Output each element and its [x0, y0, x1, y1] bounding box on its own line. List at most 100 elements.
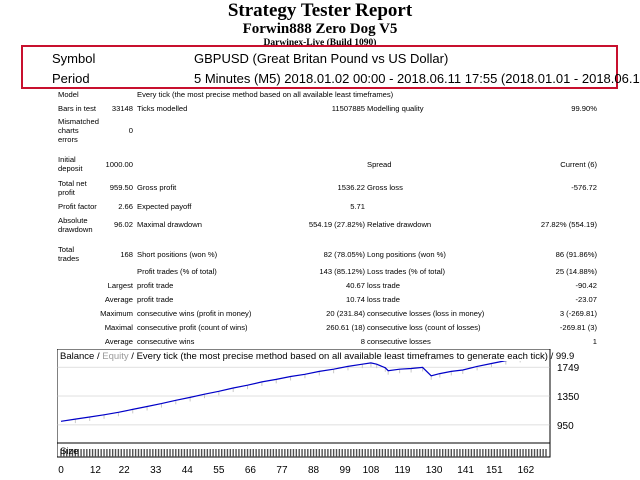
maximal-cons-profit-value: 260.61 (18)	[326, 323, 365, 332]
avg-cons-losses-value: 1	[592, 337, 597, 346]
largest-profit-label: profit trade	[137, 281, 174, 290]
server-name: Darwinex-Live (Build 1090)	[263, 38, 377, 48]
max-cons-losses-value: 3 (-269.81)	[559, 309, 597, 318]
bars-label: Bars in test	[58, 104, 96, 113]
absdd-value: 96.02	[113, 220, 133, 229]
profit-trades-label: Profit trades (% of total)	[137, 267, 217, 276]
payoff-value: 5.71	[350, 202, 365, 211]
quality-label: Modelling quality	[367, 104, 424, 113]
max-cons-wins-value: 20 (231.84)	[326, 309, 365, 318]
average-loss-label: loss trade	[367, 295, 400, 304]
spread-label: Spread	[367, 160, 392, 169]
y-tick-label: 1749	[557, 363, 580, 374]
bars-value: 33148	[111, 104, 133, 113]
grossprofit-label: Gross profit	[137, 183, 177, 192]
mismatch-label-1: Mismatched	[58, 117, 99, 126]
x-tick-label: 22	[119, 465, 131, 474]
profit-trades-value: 143 (85.12%)	[319, 267, 365, 276]
mismatch-label-3: errors	[58, 135, 78, 144]
largest-label: Largest	[107, 281, 133, 290]
deposit-label-1: Initial	[58, 155, 76, 164]
maximal-cons-loss-label: consecutive loss (count of losses)	[367, 323, 481, 332]
x-tick-label: 55	[213, 465, 225, 474]
balance-chart-container: Balance / Equity / Every tick (the most …	[57, 349, 584, 474]
x-tick-label: 99	[340, 465, 352, 474]
pf-value: 2.66	[118, 202, 133, 211]
maximal-cons-profit-label: consecutive profit (count of wins)	[137, 323, 248, 332]
quality-value: 99.90%	[571, 104, 597, 113]
balance-chart: Balance / Equity / Every tick (the most …	[57, 349, 580, 474]
x-tick-label: 130	[426, 465, 443, 474]
size-label: Size	[60, 446, 78, 457]
x-tick-label: 66	[245, 465, 257, 474]
reldd-label: Relative drawdown	[367, 220, 432, 229]
x-tick-label: 33	[150, 465, 162, 474]
netprofit-label-2: profit	[58, 188, 75, 197]
average-label: Average	[104, 295, 133, 304]
model-label: Model	[58, 90, 79, 99]
x-tick-label: 151	[486, 465, 503, 474]
x-tick-label: 0	[58, 465, 64, 474]
short-label: Short positions (won %)	[137, 250, 218, 259]
average-profit-value: 10.74	[345, 295, 365, 304]
avg-cons-wins-label: consecutive wins	[137, 337, 195, 346]
grid-lines	[57, 366, 550, 426]
x-tick-label: 108	[363, 465, 380, 474]
grossloss-label: Gross loss	[367, 183, 403, 192]
ticks-label: Ticks modelled	[137, 104, 188, 113]
period-label: Period	[52, 71, 90, 86]
reldd-value: 27.82% (554.19)	[540, 220, 597, 229]
trades-label-2: trades	[58, 254, 80, 263]
symbol-value: GBPUSD (Great Britan Pound vs US Dollar)	[194, 51, 449, 66]
grossprofit-value: 1536.22	[337, 183, 365, 192]
mismatch-label-2: charts	[58, 126, 79, 135]
header-balance: Balance	[60, 351, 94, 362]
deposit-label-2: deposit	[58, 164, 83, 173]
deposit-value: 1000.00	[105, 160, 133, 169]
avg-cons-wins-value: 8	[360, 337, 365, 346]
mismatch-value: 0	[128, 126, 133, 135]
short-value: 82 (78.05%)	[323, 250, 365, 259]
y-tick-label: 1350	[557, 392, 580, 403]
size-bars	[60, 449, 547, 457]
symbol-period-highlight: Symbol GBPUSD (Great Britan Pound vs US …	[21, 45, 640, 89]
x-tick-label: 162	[518, 465, 535, 474]
long-label: Long positions (won %)	[367, 250, 446, 259]
maximum-label: Maximum	[100, 309, 133, 318]
absdd-label-2: drawdown	[58, 225, 93, 234]
largest-loss-label: loss trade	[367, 281, 400, 290]
average-profit-label: profit trade	[137, 295, 174, 304]
y-axis-ticks: 950 1350 1749	[557, 363, 580, 432]
maxdd-label: Maximal drawdown	[137, 220, 202, 229]
x-axis-ticks: 0 12 22 33 44 55 66 77 88 99 108 119 130 141 151 162	[58, 465, 534, 474]
absdd-label-1: Absolute	[58, 216, 88, 225]
trades-value: 168	[120, 250, 133, 259]
grossloss-value: -576.72	[571, 183, 597, 192]
x-tick-label: 119	[395, 465, 411, 474]
x-tick-label: 141	[457, 465, 474, 474]
trades-label-1: Total	[58, 245, 75, 254]
loss-trades-label: Loss trades (% of total)	[367, 267, 446, 276]
payoff-label: Expected payoff	[137, 202, 192, 211]
stats-table: Model Every tick (the most precise metho…	[56, 90, 601, 349]
balance-series-line	[60, 352, 544, 422]
maxdd-value: 554.19 (27.82%)	[308, 220, 365, 229]
expert-name: Forwin888 Zero Dog V5	[242, 21, 398, 37]
x-tick-label: 44	[182, 465, 194, 474]
max-cons-wins-label: consecutive wins (profit in money)	[137, 309, 252, 318]
header-rest: / Every tick (the most precise method ba…	[129, 351, 575, 362]
size-panel-frame	[57, 442, 551, 458]
pf-label: Profit factor	[58, 202, 97, 211]
model-value: Every tick (the most precise method base…	[137, 90, 394, 99]
maximal-cons-loss-value: -269.81 (3)	[559, 323, 597, 332]
chart-header-bg	[58, 350, 548, 361]
avg-cons-losses-label: consecutive losses	[367, 337, 431, 346]
period-value: 5 Minutes (M5) 2018.01.02 00:00 - 2018.0…	[194, 71, 640, 86]
maximal-label: Maximal	[104, 323, 133, 332]
loss-trades-value: 25 (14.88%)	[555, 267, 597, 276]
symbol-label: Symbol	[52, 51, 96, 66]
chart-header: Balance / Equity / Every tick (the most …	[60, 351, 574, 362]
largest-loss-value: -90.42	[575, 281, 597, 290]
spread-value: Current (6)	[560, 160, 597, 169]
x-tick-label: 77	[276, 465, 288, 474]
